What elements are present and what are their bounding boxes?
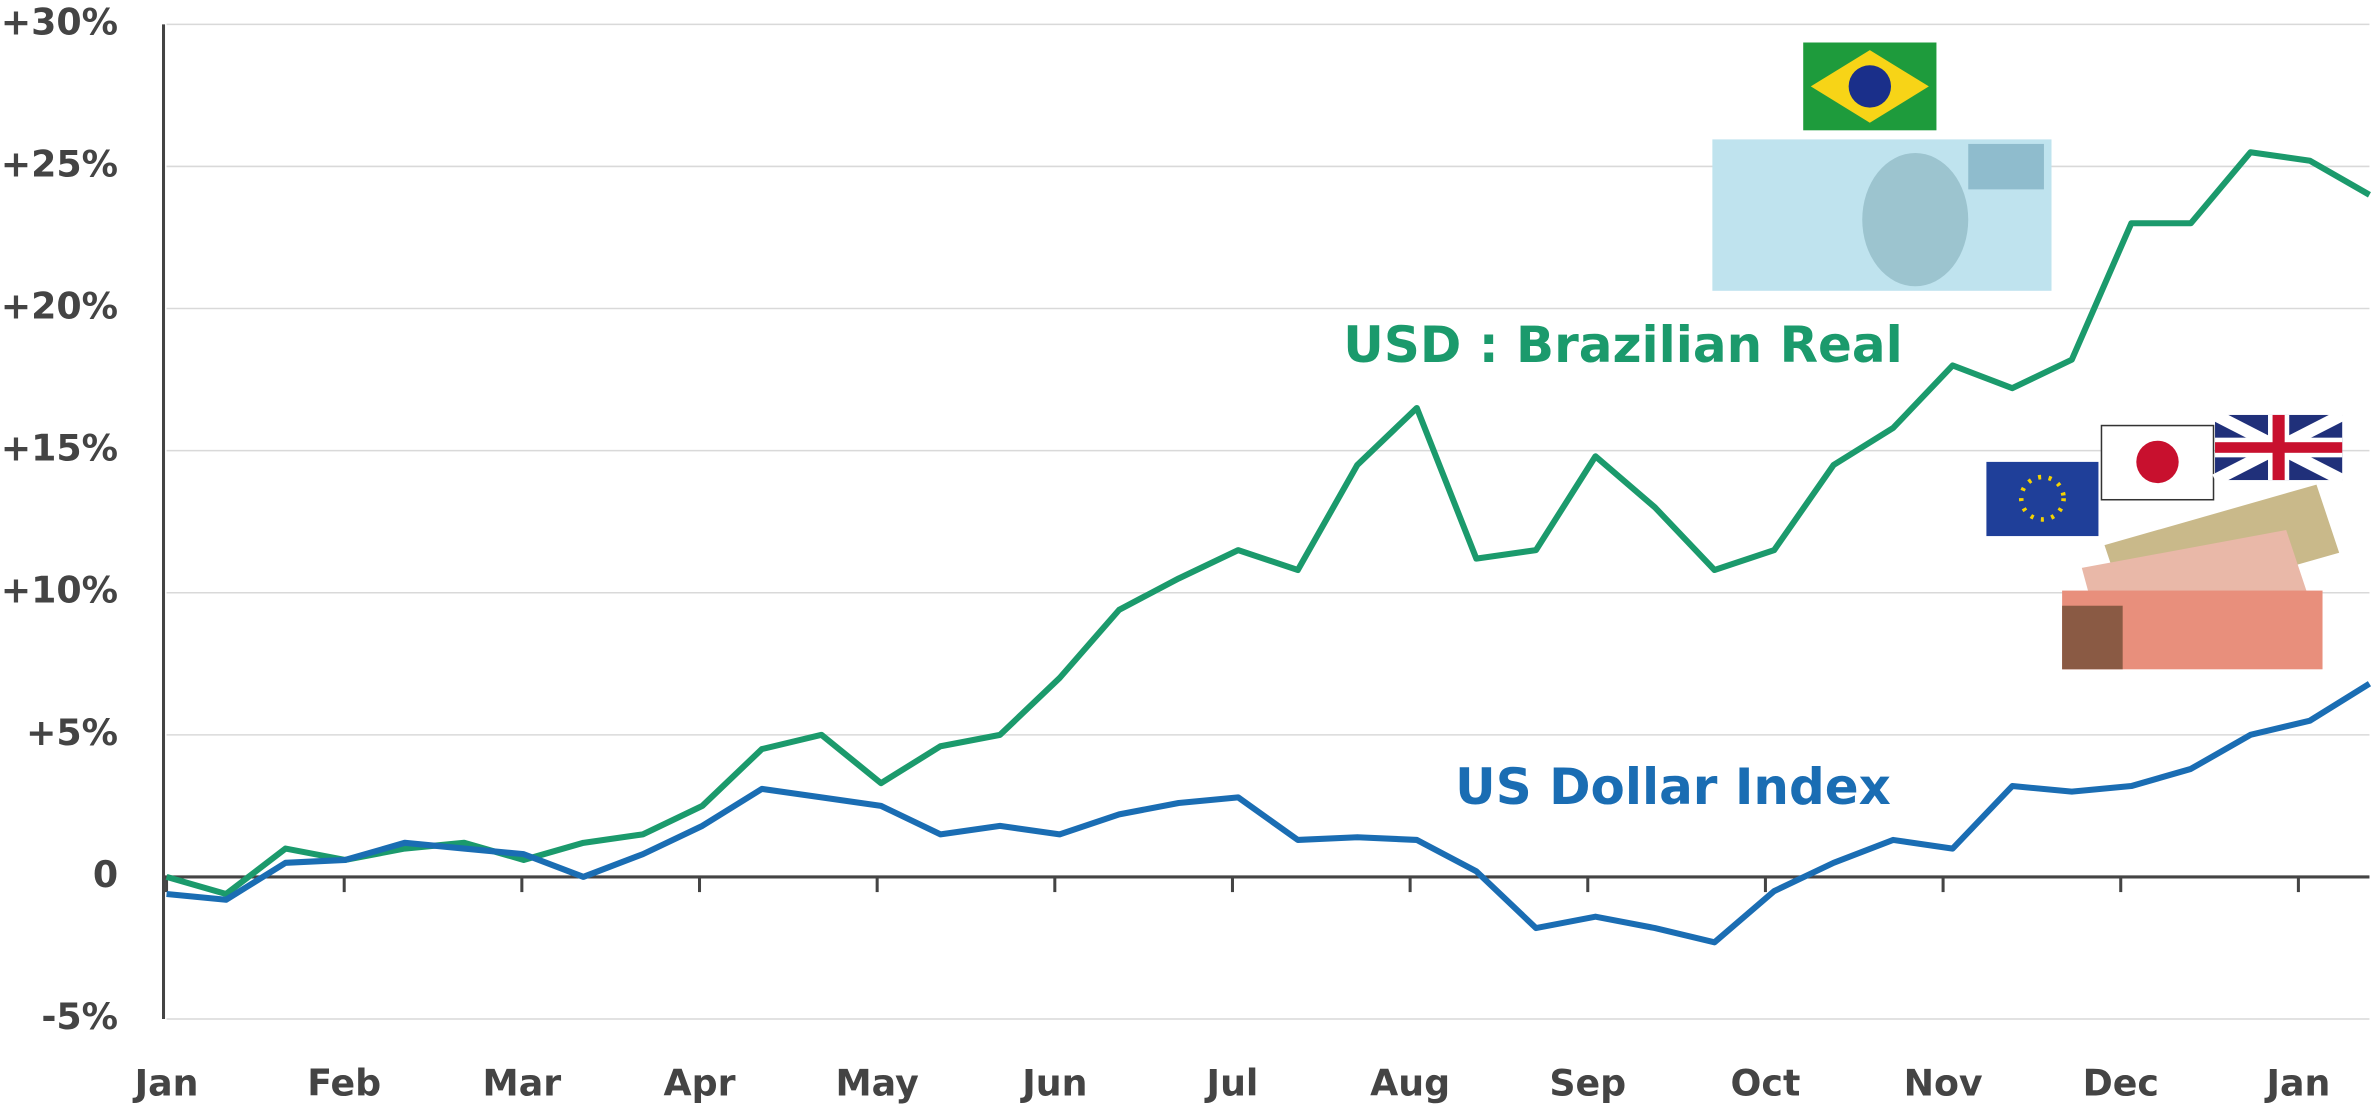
series-line [166, 681, 2372, 946]
flag-eu [1986, 461, 2099, 537]
y-tick-label: +30% [1, 0, 118, 43]
flag-brazil [1803, 42, 1937, 131]
banknote-real [1712, 139, 2052, 291]
y-tick-label: 0 [93, 853, 118, 896]
y-tick-label: +5% [26, 711, 118, 754]
flag-japan [2100, 424, 2215, 501]
y-tick-label: -5% [41, 995, 118, 1038]
x-tick-label: Jan [2263, 1062, 2330, 1105]
flag-uk [2212, 409, 2345, 486]
annotation: US Dollar Index [1455, 758, 1891, 816]
y-tick-label: +20% [1, 285, 118, 328]
annotation: USD : Brazilian Real [1343, 316, 1902, 374]
x-tick-label: Jun [1019, 1062, 1087, 1105]
x-tick-label: Jul [1204, 1062, 1259, 1105]
x-tick-label: Nov [1904, 1062, 1983, 1105]
x-tick-label: Feb [307, 1062, 381, 1105]
x-tick-label: Oct [1731, 1062, 1801, 1105]
x-tick-label: Jan [132, 1062, 199, 1105]
x-tick-label: Dec [2083, 1062, 2159, 1105]
y-tick-label: +15% [1, 427, 118, 470]
x-tick-label: Apr [663, 1062, 735, 1105]
y-tick-label: +25% [1, 142, 118, 185]
x-tick-label: Aug [1370, 1062, 1450, 1105]
x-tick-label: Mar [483, 1062, 562, 1105]
y-tick-label: +10% [1, 569, 118, 612]
banknotes-mixed [2062, 484, 2340, 670]
x-tick-label: Sep [1549, 1062, 1626, 1105]
x-tick-label: May [836, 1062, 920, 1105]
